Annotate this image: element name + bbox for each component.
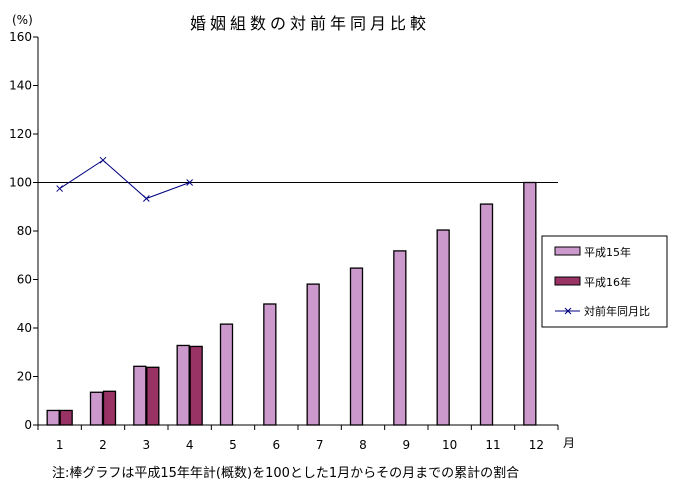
- x-tick-label: 7: [316, 438, 324, 452]
- x-tick-label: 4: [186, 438, 194, 452]
- x-tick-label: 12: [529, 438, 544, 452]
- x-axis-label: 月: [563, 436, 575, 450]
- y-tick-label: 60: [17, 273, 32, 287]
- legend-swatch-h15: [554, 246, 581, 256]
- bar-h15-9: [393, 250, 407, 426]
- x-tick-label: 6: [273, 438, 281, 452]
- x-tick-label: 8: [359, 438, 367, 452]
- bar-h15-6: [263, 303, 277, 426]
- legend-marker-x-icon: [564, 307, 572, 315]
- legend-label-h16: 平成16年: [584, 275, 631, 289]
- x-tick-label: 3: [143, 438, 151, 452]
- legend-label-h15: 平成15年: [584, 245, 631, 259]
- ratio-point-4: [186, 179, 194, 186]
- bar-h15-3: [133, 365, 147, 426]
- ratio-line: [59, 159, 190, 200]
- bar-h16-4: [189, 345, 203, 426]
- bar-h15-10: [436, 229, 450, 426]
- x-tick-label: 11: [485, 438, 500, 452]
- y-tick-label: 120: [9, 127, 32, 141]
- x-tick-label: 1: [56, 438, 64, 452]
- y-tick-label: 20: [17, 370, 32, 384]
- x-tick-label: 10: [442, 438, 457, 452]
- x-tick-label: 5: [229, 438, 237, 452]
- bar-h15-12: [523, 181, 537, 426]
- bar-h15-5: [219, 323, 234, 426]
- bar-h15-7: [306, 283, 320, 426]
- y-tick-label: 160: [9, 30, 32, 44]
- legend-swatch-h16: [554, 276, 581, 286]
- x-tick-label: 9: [403, 438, 411, 452]
- legend-label-ratio: 対前年同月比: [584, 304, 650, 318]
- ratio-point-2: [99, 156, 107, 164]
- bar-h15-2: [89, 391, 104, 426]
- bar-h15-11: [479, 203, 494, 426]
- chart-title: 婚姻組数の対前年同月比較: [190, 14, 430, 33]
- y-tick-label: 0: [24, 418, 32, 432]
- bar-h16-3: [146, 366, 160, 426]
- x-tick-label: 2: [99, 438, 107, 452]
- bar-h15-8: [349, 267, 364, 426]
- y-tick-label: 80: [17, 224, 32, 238]
- ratio-point-1: [56, 185, 64, 192]
- y-axis-label: (%): [12, 13, 33, 27]
- bar-h16-1: [59, 409, 73, 426]
- ratio-point-3: [142, 195, 150, 202]
- bar-h15-4: [176, 344, 190, 426]
- chart-note: 注:棒グラフは平成15年年計(概数)を100とした1月からその月までの累計の割合: [52, 465, 519, 481]
- y-tick-label: 100: [9, 176, 32, 190]
- bar-h16-2: [102, 390, 117, 426]
- y-tick-label: 40: [17, 321, 32, 335]
- legend: 平成15年 平成16年 対前年同月比: [541, 235, 668, 328]
- y-tick-label: 140: [9, 79, 32, 93]
- bar-h15-1: [46, 409, 60, 426]
